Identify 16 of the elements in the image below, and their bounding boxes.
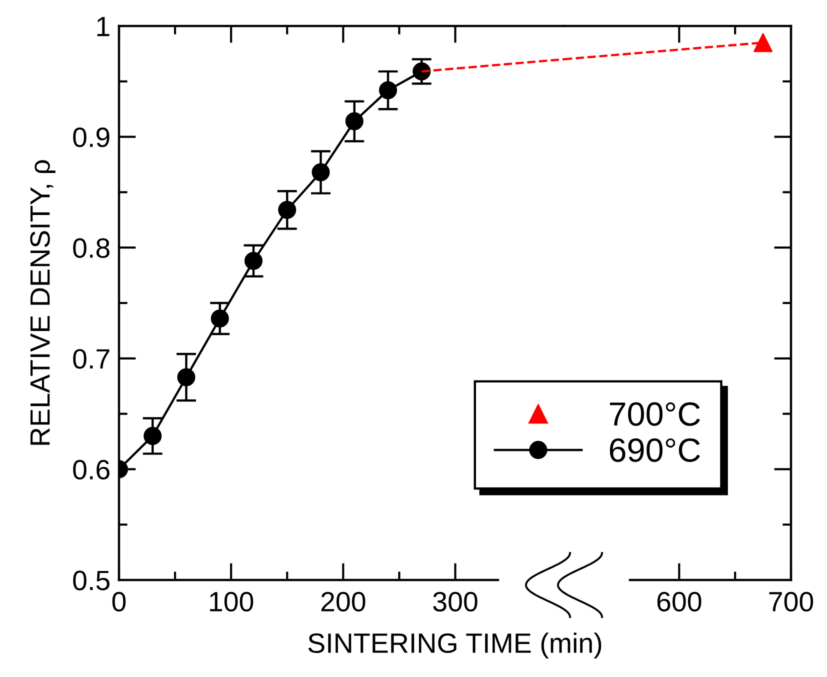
- x-tick-label: 200: [321, 592, 366, 612]
- y-tick-label: 0.7: [73, 349, 110, 369]
- legend-label: 700°C: [610, 402, 700, 426]
- x-tick-label: 0: [112, 592, 126, 612]
- x-tick-label: 300: [433, 592, 478, 612]
- x-tick-label: 600: [657, 592, 702, 612]
- y-tick-label: 0.6: [73, 460, 110, 480]
- y-tick-label: 1: [97, 16, 110, 36]
- x-tick-label: 700: [769, 592, 814, 612]
- legend-label: 690°C: [610, 438, 700, 462]
- y-tick-label: 0.5: [73, 570, 110, 590]
- x-tick-label: 100: [210, 592, 254, 612]
- y-axis-title: RELATIVE DENSITY, ρ: [30, 160, 56, 445]
- x-axis-title: SINTERING TIME (min): [308, 632, 602, 659]
- y-tick-label: 0.9: [73, 127, 110, 148]
- y-tick-label: 0.8: [73, 238, 110, 258]
